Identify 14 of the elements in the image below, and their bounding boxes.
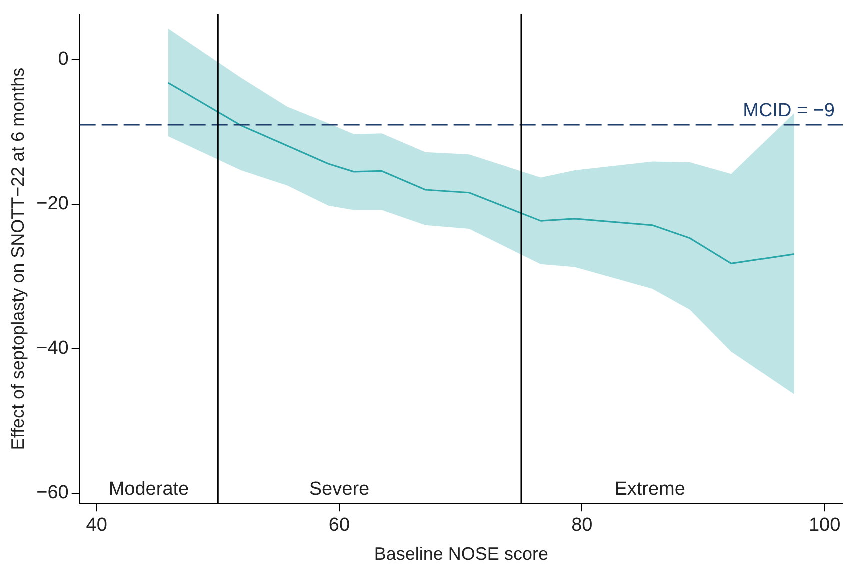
y-tick-label: −20: [36, 194, 69, 215]
x-axis-title: Baseline NOSE score: [374, 544, 548, 564]
x-tick-label: 60: [328, 515, 350, 536]
annotation: Moderate: [108, 478, 190, 500]
x-tick-label: 80: [572, 515, 593, 536]
ref-line-label: MCID = −9: [743, 100, 835, 122]
x-tick-label: 100: [808, 515, 841, 536]
y-tick-label: −60: [36, 482, 69, 504]
x-tick-label: 40: [86, 515, 108, 536]
y-tick-label: 0: [58, 49, 69, 70]
y-axis-title: Effect of septoplasty on SNOTT−22 at 6 months: [8, 68, 28, 450]
annotation: Severe: [309, 478, 370, 500]
y-tick-label: −40: [36, 338, 69, 360]
annotation: Extreme: [614, 478, 686, 500]
